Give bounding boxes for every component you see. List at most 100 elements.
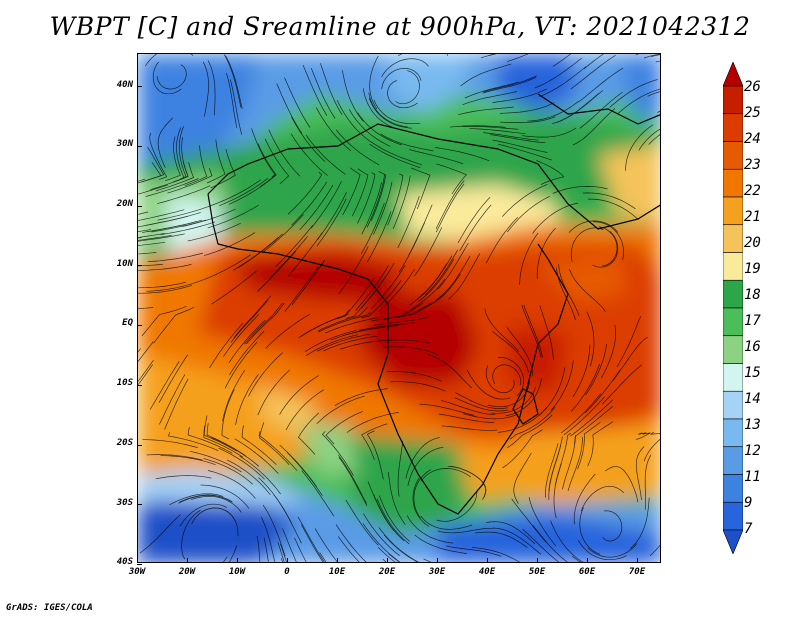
streamline	[458, 106, 514, 116]
streamline	[138, 235, 172, 241]
streamline	[351, 168, 369, 217]
map-panel	[137, 53, 661, 563]
streamline	[138, 252, 157, 255]
streamline	[336, 99, 373, 144]
streamline	[409, 149, 464, 165]
streamline	[210, 148, 236, 189]
streamline	[318, 306, 368, 332]
streamline	[522, 528, 560, 562]
streamline	[366, 174, 385, 228]
streamline	[583, 54, 604, 70]
streamline	[321, 431, 354, 476]
chart-title: WBPT [C] and Sreamline at 900hPa, VT: 20…	[49, 12, 751, 41]
streamline	[419, 273, 461, 312]
streamline	[381, 67, 422, 89]
streamline	[412, 477, 430, 527]
streamline	[485, 365, 515, 394]
streamline	[406, 515, 454, 544]
streamline	[228, 174, 277, 205]
lon-label-20w: 20W	[178, 567, 196, 577]
lat-label-30s: 30S	[116, 498, 133, 508]
streamline	[187, 222, 241, 242]
streamline	[315, 107, 352, 152]
lat-label-20n: 20N	[116, 199, 133, 209]
streamline	[397, 196, 420, 249]
streamline	[507, 54, 529, 62]
streamline	[497, 357, 524, 397]
streamline	[411, 167, 431, 210]
lat-tick	[137, 564, 142, 565]
streamline	[567, 436, 583, 491]
streamline	[459, 204, 492, 252]
streamline	[638, 128, 660, 151]
streamline	[500, 116, 556, 123]
colorbar-label-26: 26	[744, 79, 761, 95]
streamline	[297, 516, 325, 562]
lon-tick	[587, 558, 588, 563]
streamline	[563, 396, 605, 436]
streamline	[241, 425, 277, 465]
streamline	[449, 466, 486, 500]
streamline	[167, 168, 213, 194]
streamline	[149, 132, 168, 180]
streamline	[300, 309, 350, 337]
colorbar-segment	[723, 168, 743, 198]
colorbar-label-13: 13	[744, 417, 761, 433]
streamline	[502, 183, 548, 217]
streamline	[169, 493, 224, 506]
streamline	[434, 147, 490, 162]
streamline	[553, 462, 562, 518]
streamline	[259, 422, 290, 465]
streamline	[182, 208, 236, 227]
streamline	[499, 102, 555, 114]
streamline	[419, 403, 475, 416]
streamline	[521, 304, 542, 358]
lon-label-0: 0	[284, 567, 290, 577]
lat-label-eq: EQ	[122, 318, 133, 328]
streamline	[388, 553, 400, 562]
lat-label-10s: 10S	[116, 378, 133, 388]
streamline	[282, 528, 297, 562]
streamline	[203, 458, 253, 485]
streamline	[466, 370, 511, 400]
streamline	[207, 470, 256, 499]
streamline	[502, 429, 543, 469]
streamline	[361, 182, 382, 235]
streamline	[291, 181, 328, 226]
streamline	[157, 205, 212, 221]
streamline	[138, 241, 166, 246]
streamline	[138, 284, 193, 294]
streamline	[582, 192, 636, 210]
streamline	[643, 431, 660, 462]
streamline	[262, 504, 286, 557]
lon-tick	[237, 558, 238, 563]
streamline	[229, 79, 243, 135]
streamline	[527, 101, 579, 122]
streamline	[457, 196, 491, 244]
streamline	[377, 546, 396, 562]
streamline	[462, 126, 519, 130]
streamline	[569, 269, 606, 312]
streamline	[279, 444, 317, 488]
streamline	[629, 497, 650, 549]
streamline	[585, 343, 607, 396]
streamline	[139, 514, 181, 554]
streamline	[507, 195, 550, 233]
streamline	[380, 133, 434, 152]
streamline	[345, 499, 379, 546]
streamline	[226, 459, 271, 496]
colorbar-segment	[723, 196, 743, 226]
colorbar-label-15: 15	[744, 365, 761, 381]
streamline	[138, 209, 185, 221]
streamline	[532, 525, 568, 562]
streamline	[483, 132, 539, 141]
streamline	[335, 129, 380, 166]
streamline	[178, 495, 232, 504]
streamline	[211, 270, 257, 305]
wbpt-shading	[138, 54, 660, 562]
streamline	[361, 280, 402, 319]
streamline	[239, 455, 281, 495]
lon-tick	[287, 558, 288, 563]
streamline	[233, 295, 272, 339]
colorbar-segment	[723, 363, 743, 392]
